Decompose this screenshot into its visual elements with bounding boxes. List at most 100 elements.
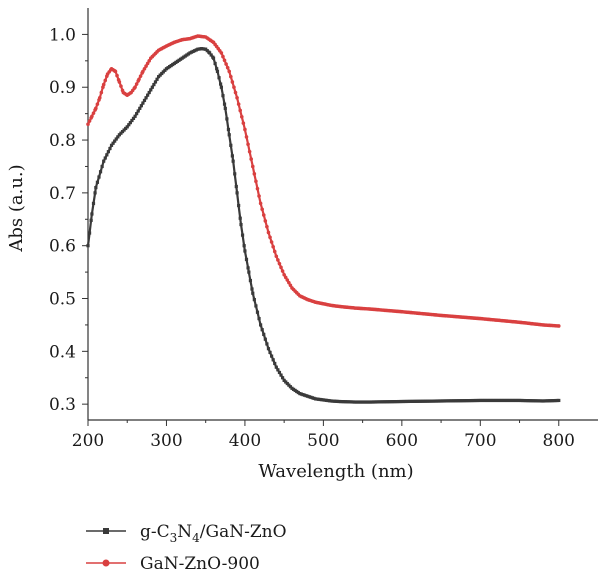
data-point <box>94 185 98 190</box>
data-point <box>244 257 249 262</box>
data-point <box>251 291 255 295</box>
data-point <box>93 191 97 195</box>
data-point <box>142 98 147 103</box>
data-point <box>90 212 94 216</box>
data-point <box>225 117 229 121</box>
data-point <box>261 213 266 217</box>
data-point <box>271 358 275 362</box>
data-point <box>224 62 228 66</box>
data-point <box>133 85 137 90</box>
data-point <box>233 90 238 95</box>
data-point <box>276 368 280 372</box>
data-point <box>114 137 118 141</box>
data-point <box>98 170 103 174</box>
data-point <box>87 231 92 235</box>
data-point <box>91 111 96 115</box>
data-point <box>288 283 293 288</box>
data-point <box>263 219 268 223</box>
y-tick-label: 0.4 <box>49 342 76 362</box>
data-point <box>252 297 256 302</box>
data-point <box>243 127 247 132</box>
data-point <box>556 324 561 328</box>
data-point <box>285 278 290 282</box>
legend-entry-gan-zno-900: GaN-ZnO-900 <box>86 554 260 574</box>
data-point <box>137 77 141 82</box>
data-point <box>90 114 94 119</box>
data-point <box>100 164 104 169</box>
data-point <box>230 80 235 84</box>
data-point <box>221 94 225 98</box>
data-point <box>111 141 115 145</box>
data-point <box>238 108 243 113</box>
data-point <box>131 116 136 120</box>
legend-entry-g-c3n4-gan-zno: g-C3N4/GaN-ZnO <box>86 522 287 545</box>
data-point <box>106 150 110 154</box>
data-point <box>89 218 93 222</box>
data-point <box>94 106 98 111</box>
data-point <box>142 66 147 71</box>
x-tick-label: 700 <box>464 431 496 451</box>
legend: g-C3N4/GaN-ZnO GaN-ZnO-900 <box>86 522 287 574</box>
data-point <box>222 58 227 63</box>
data-point <box>115 73 119 78</box>
data-point <box>258 201 263 206</box>
data-point <box>246 142 250 147</box>
x-tick-label: 600 <box>386 431 418 451</box>
data-point <box>236 102 241 106</box>
data-point <box>86 122 90 127</box>
data-point <box>144 64 148 68</box>
data-point <box>144 96 148 100</box>
data-point <box>223 106 227 110</box>
data-point <box>113 139 117 143</box>
series-gan-zno-900 <box>86 34 561 328</box>
data-point <box>139 104 143 108</box>
data-point <box>233 172 237 176</box>
data-point <box>133 114 137 118</box>
data-point <box>219 51 224 55</box>
data-point <box>217 76 221 80</box>
data-point <box>287 280 291 285</box>
data-point <box>271 244 275 249</box>
data-point <box>248 278 253 283</box>
data-point <box>277 370 282 375</box>
data-point <box>141 69 145 74</box>
legend-label-gan-zno-900: GaN-ZnO-900 <box>140 554 260 574</box>
data-point <box>235 95 239 100</box>
data-point <box>557 398 561 403</box>
data-point <box>127 123 131 127</box>
data-point <box>257 316 261 321</box>
data-point <box>279 265 283 270</box>
data-point <box>235 191 239 195</box>
data-point <box>239 222 243 227</box>
data-point <box>247 149 252 154</box>
data-point <box>255 310 260 314</box>
data-point <box>263 337 267 341</box>
data-point <box>259 323 263 327</box>
data-point <box>99 90 104 95</box>
data-point <box>136 109 140 113</box>
data-point <box>234 184 238 189</box>
data-point <box>95 102 100 106</box>
data-point <box>134 82 139 86</box>
x-tick-label: 500 <box>307 431 339 451</box>
data-point <box>280 376 285 380</box>
data-point <box>108 146 112 151</box>
data-point <box>222 102 227 106</box>
data-point <box>97 175 101 179</box>
data-point <box>103 78 108 83</box>
data-point <box>274 365 278 369</box>
data-point <box>225 65 230 70</box>
data-point <box>269 240 274 244</box>
data-point <box>260 328 264 332</box>
data-point <box>116 135 120 139</box>
data-point <box>138 74 143 78</box>
data-point <box>244 135 249 139</box>
data-point <box>130 118 134 123</box>
data-point <box>273 361 277 366</box>
data-point <box>135 112 139 116</box>
data-point <box>125 125 129 129</box>
data-point <box>146 93 150 97</box>
data-point <box>230 154 234 158</box>
data-point <box>213 61 217 66</box>
